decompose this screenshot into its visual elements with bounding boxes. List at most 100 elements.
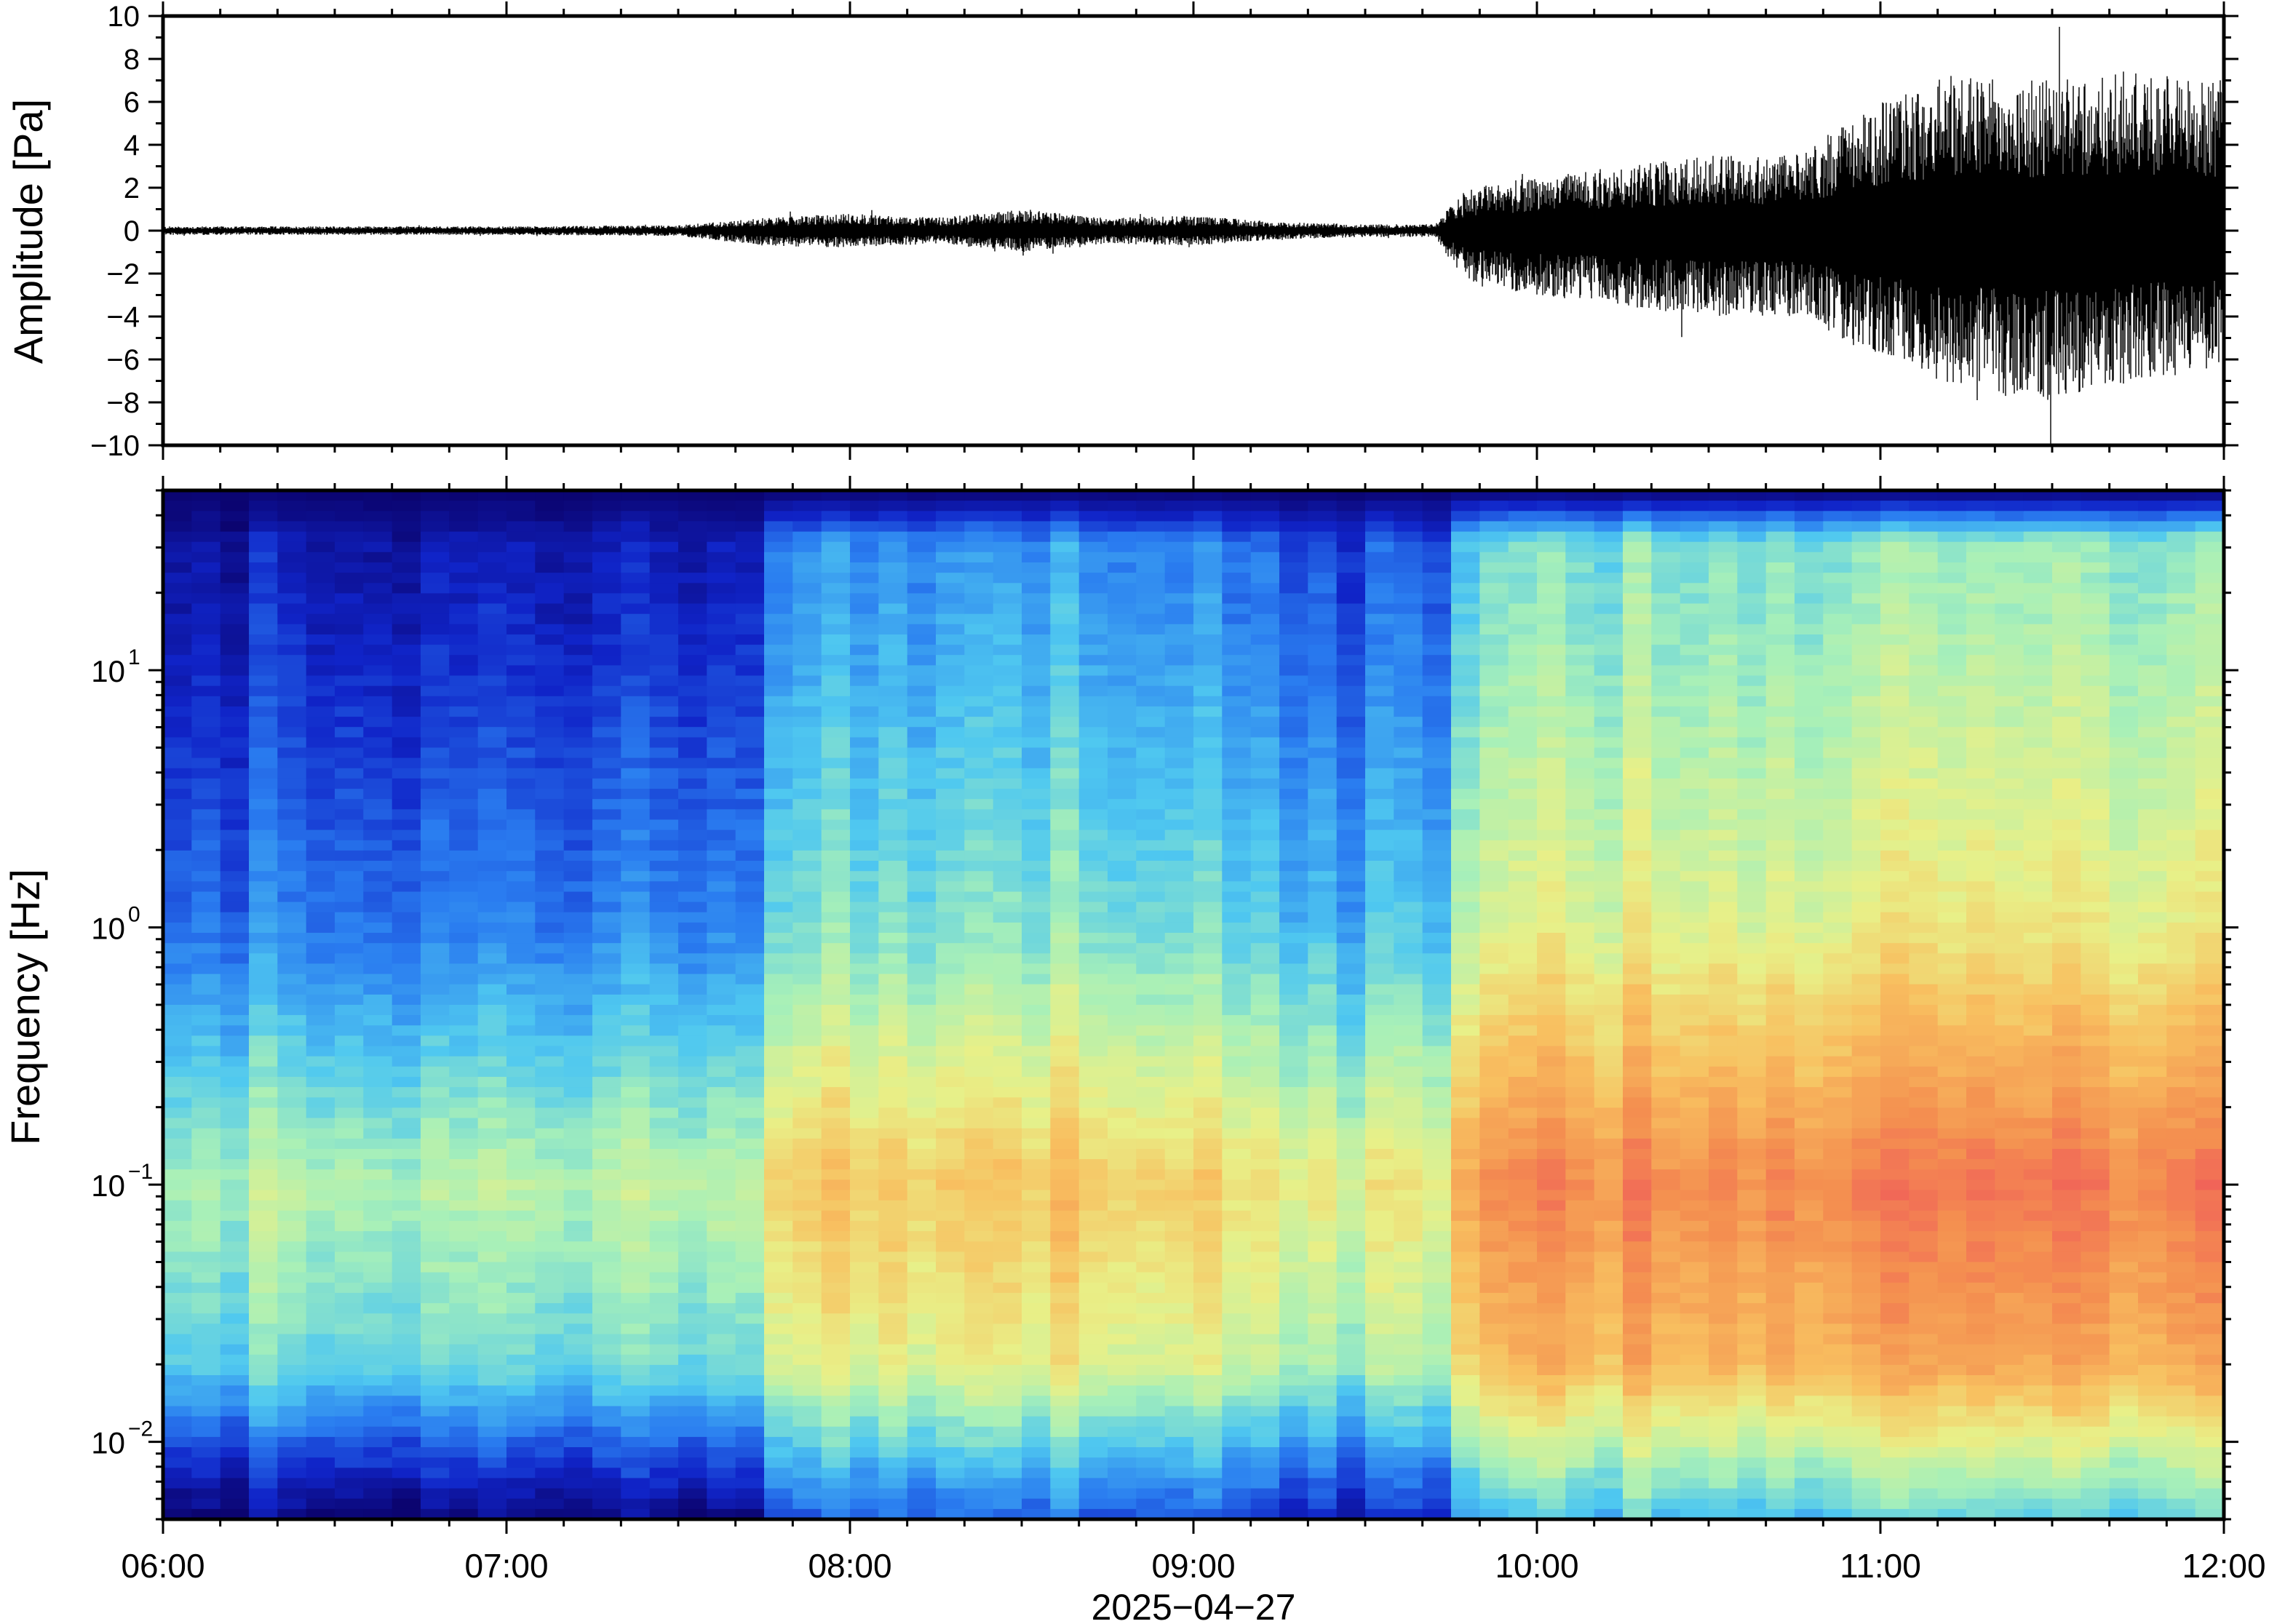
spectrogram-cell	[649, 1138, 679, 1150]
spectrogram-cell	[792, 963, 822, 975]
spectrogram-cell	[1136, 840, 1166, 851]
spectrogram-cell	[392, 1313, 421, 1325]
spectrogram-cell	[220, 768, 250, 779]
spectrogram-cell	[993, 717, 1022, 728]
spectrogram-cell	[1365, 521, 1395, 533]
spectrogram-cell	[1050, 1396, 1080, 1407]
spectrogram-cell	[821, 655, 851, 666]
spectrogram-cell	[506, 1334, 536, 1345]
spectrogram-cell	[592, 1025, 622, 1037]
spectrogram-cell	[621, 861, 651, 872]
spectrogram-cell	[421, 1344, 450, 1356]
spectrogram-cell	[1308, 1035, 1338, 1047]
spectrogram-cell	[535, 891, 565, 903]
spectrogram-cell	[563, 1118, 593, 1129]
spectrogram-cell	[735, 1508, 765, 1519]
spectrogram-cell	[1108, 1406, 1137, 1417]
spectrogram-cell	[592, 974, 622, 985]
spectrogram-cell	[449, 706, 479, 717]
spectrogram-cell	[1250, 1046, 1280, 1057]
spectrogram-cell	[878, 891, 908, 903]
spectrogram-cell	[1336, 1406, 1366, 1417]
spectrogram-cell	[1422, 1097, 1452, 1109]
spectrogram-cell	[335, 1324, 365, 1335]
spectrogram-cell	[821, 737, 851, 749]
spectrogram-cell	[964, 1468, 994, 1479]
spectrogram-cell	[1222, 696, 1252, 707]
spectrogram-cell	[563, 1241, 593, 1253]
spectrogram-cell	[592, 1190, 622, 1201]
spectrogram-cell	[477, 1426, 507, 1438]
spectrogram-cell	[907, 1282, 937, 1294]
spectrogram-cell	[649, 1077, 679, 1088]
spectrogram-cell	[1164, 891, 1194, 903]
spectrogram-cell	[477, 1375, 507, 1386]
spectrogram-cell	[1451, 1179, 1481, 1191]
amplitude-tick-label: −2	[106, 258, 140, 290]
spectrogram-column	[1365, 490, 1395, 1519]
spectrogram-cell	[421, 1066, 450, 1078]
spectrogram-cell	[707, 1025, 736, 1037]
spectrogram-cell	[792, 521, 822, 533]
spectrogram-cell	[1394, 1118, 1423, 1129]
spectrogram-cell	[1308, 1468, 1338, 1479]
spectrogram-cell	[191, 1447, 221, 1458]
spectrogram-cell	[506, 665, 536, 677]
spectrogram-cell	[1451, 1508, 1481, 1519]
spectrogram-cell	[449, 809, 479, 821]
spectrogram-cell	[821, 531, 851, 543]
spectrogram-cell	[163, 789, 193, 800]
spectrogram-cell	[1250, 994, 1280, 1006]
spectrogram-cell	[1222, 1468, 1252, 1479]
spectrogram-cell	[592, 1344, 622, 1356]
spectrogram-cell	[592, 1457, 622, 1469]
spectrogram-cell	[907, 1046, 937, 1057]
spectrogram-cell	[392, 634, 421, 645]
spectrogram-cell	[1164, 737, 1194, 749]
spectrogram-cell	[1451, 1251, 1481, 1263]
spectrogram-cell	[1279, 943, 1309, 955]
spectrogram-cell	[1136, 655, 1166, 666]
spectrogram-cell	[993, 840, 1022, 851]
spectrogram-cell	[1250, 737, 1280, 749]
spectrogram-cell	[936, 1035, 966, 1047]
spectrogram-cell	[821, 1087, 851, 1098]
spectrogram-cell	[1164, 1354, 1194, 1366]
spectrogram-cell	[1537, 490, 1567, 501]
spectrogram-cell	[592, 521, 622, 533]
spectrogram-cell	[1394, 1056, 1423, 1067]
spectrogram-cell	[1050, 1035, 1080, 1047]
spectrogram-cell	[1193, 901, 1223, 913]
spectrogram-cell	[1279, 727, 1309, 739]
spectrogram-cell	[1336, 1251, 1366, 1263]
spectrogram-cell	[1451, 1375, 1481, 1386]
spectrogram-cell	[1279, 1498, 1309, 1510]
spectrogram-cell	[1193, 552, 1223, 563]
spectrogram-cell	[1451, 1488, 1481, 1500]
spectrogram-cell	[563, 675, 593, 687]
spectrogram-cell	[563, 850, 593, 861]
spectrogram-cell	[535, 768, 565, 779]
spectrogram-cell	[964, 562, 994, 573]
spectrogram-cell	[1308, 1128, 1338, 1139]
spectrogram-cell	[735, 1334, 765, 1345]
spectrogram-cell	[1422, 778, 1452, 789]
spectrogram-cell	[449, 1303, 479, 1314]
spectrogram-cell	[764, 706, 794, 717]
spectrogram-cell	[1336, 675, 1366, 687]
spectrogram-cell	[163, 1416, 193, 1428]
spectrogram-cell	[1078, 1313, 1108, 1325]
spectrogram-cell	[1279, 1251, 1309, 1263]
spectrogram-cell	[535, 1375, 565, 1386]
spectrogram-cell	[1365, 583, 1395, 594]
spectrogram-cell	[191, 1190, 221, 1201]
spectrogram-cell	[621, 655, 651, 666]
spectrogram-cell	[335, 1128, 365, 1139]
spectrogram-cell	[1394, 521, 1423, 533]
spectrogram-cell	[936, 1354, 966, 1366]
spectrogram-cell	[421, 984, 450, 995]
spectrogram-cell	[191, 963, 221, 975]
spectrogram-cell	[392, 696, 421, 707]
spectrogram-cell	[1308, 593, 1338, 605]
spectrogram-cell	[506, 1159, 536, 1170]
